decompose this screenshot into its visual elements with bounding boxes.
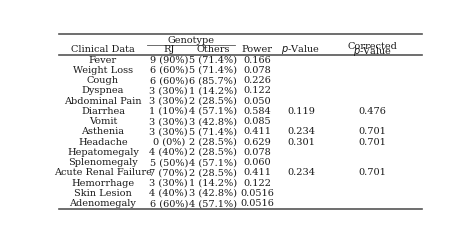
Text: Skin Lesion: Skin Lesion [74, 189, 132, 198]
Text: Genotype: Genotype [167, 36, 214, 45]
Text: 0.411: 0.411 [243, 168, 271, 177]
Text: Splenomegaly: Splenomegaly [68, 158, 138, 167]
Text: Others: Others [196, 45, 229, 54]
Text: 5 (71.4%): 5 (71.4%) [189, 66, 237, 75]
Text: 0.234: 0.234 [287, 127, 315, 136]
Text: 6 (60%): 6 (60%) [149, 199, 188, 208]
Text: Adenomegaly: Adenomegaly [70, 199, 137, 208]
Text: 1 (14.2%): 1 (14.2%) [189, 179, 237, 187]
Text: 0.701: 0.701 [359, 168, 386, 177]
Text: 3 (30%): 3 (30%) [149, 117, 188, 126]
Text: 5 (71.4%): 5 (71.4%) [189, 127, 237, 136]
Text: $p$‑Value: $p$‑Value [353, 45, 392, 58]
Text: 3 (30%): 3 (30%) [149, 179, 188, 187]
Text: Hepatomegaly: Hepatomegaly [67, 148, 139, 157]
Text: 0.085: 0.085 [243, 117, 271, 126]
Text: 7 (70%): 7 (70%) [149, 168, 188, 177]
Text: 0.226: 0.226 [243, 76, 271, 85]
Text: 2 (28.5%): 2 (28.5%) [189, 168, 237, 177]
Text: 0.411: 0.411 [243, 127, 271, 136]
Text: Abdominal Pain: Abdominal Pain [64, 97, 142, 106]
Text: 4 (40%): 4 (40%) [149, 189, 188, 198]
Text: 3 (30%): 3 (30%) [149, 127, 188, 136]
Text: 6 (85.7%): 6 (85.7%) [189, 76, 237, 85]
Text: 0.301: 0.301 [287, 138, 315, 147]
Text: 3 (30%): 3 (30%) [149, 86, 188, 95]
Text: 0.122: 0.122 [243, 86, 271, 95]
Text: 0.0516: 0.0516 [240, 189, 274, 198]
Text: 0.701: 0.701 [359, 138, 386, 147]
Text: 0.078: 0.078 [243, 148, 271, 157]
Text: 0.476: 0.476 [359, 107, 386, 116]
Text: Power: Power [241, 45, 273, 54]
Text: 1 (14.2%): 1 (14.2%) [189, 86, 237, 95]
Text: Vomit: Vomit [89, 117, 117, 126]
Text: 5 (50%): 5 (50%) [149, 158, 188, 167]
Text: Asthenia: Asthenia [82, 127, 125, 136]
Text: 0.060: 0.060 [243, 158, 271, 167]
Text: 9 (90%): 9 (90%) [149, 56, 188, 65]
Text: Weight Loss: Weight Loss [73, 66, 133, 75]
Text: 0.584: 0.584 [243, 107, 271, 116]
Text: 0.166: 0.166 [243, 56, 271, 65]
Text: 4 (57.1%): 4 (57.1%) [189, 199, 237, 208]
Text: Dyspnea: Dyspnea [82, 86, 124, 95]
Text: 2 (28.5%): 2 (28.5%) [189, 138, 237, 147]
Text: Fever: Fever [89, 56, 117, 65]
Text: Diarrhea: Diarrhea [81, 107, 125, 116]
Text: 0.0516: 0.0516 [240, 199, 274, 208]
Text: 0.119: 0.119 [287, 107, 315, 116]
Text: 0 (0%): 0 (0%) [153, 138, 185, 147]
Text: 6 (60%): 6 (60%) [149, 66, 188, 75]
Text: 4 (40%): 4 (40%) [149, 148, 188, 157]
Text: 3 (30%): 3 (30%) [149, 97, 188, 106]
Text: 0.078: 0.078 [243, 66, 271, 75]
Text: 0.050: 0.050 [243, 97, 271, 106]
Text: 0.701: 0.701 [359, 127, 386, 136]
Text: 4 (57.1%): 4 (57.1%) [189, 158, 237, 167]
Text: 6 (60%): 6 (60%) [149, 76, 188, 85]
Text: 1 (10%): 1 (10%) [149, 107, 188, 116]
Text: 3 (42.8%): 3 (42.8%) [189, 189, 237, 198]
Text: 3 (42.8%): 3 (42.8%) [189, 117, 237, 126]
Text: RJ: RJ [163, 45, 174, 54]
Text: 4 (57.1%): 4 (57.1%) [189, 107, 237, 116]
Text: Headache: Headache [78, 138, 128, 147]
Text: 0.234: 0.234 [287, 168, 315, 177]
Text: Acute Renal Failure: Acute Renal Failure [54, 168, 152, 177]
Text: Clinical Data: Clinical Data [71, 45, 135, 54]
Text: Hemorrhage: Hemorrhage [72, 179, 135, 187]
Text: Cough: Cough [87, 76, 119, 85]
Text: 2 (28.5%): 2 (28.5%) [189, 148, 237, 157]
Text: $p$‑Value: $p$‑Value [282, 43, 320, 56]
Text: 0.122: 0.122 [243, 179, 271, 187]
Text: 5 (71.4%): 5 (71.4%) [189, 56, 237, 65]
Text: 2 (28.5%): 2 (28.5%) [189, 97, 237, 106]
Text: Corrected: Corrected [347, 42, 398, 51]
Text: 0.629: 0.629 [243, 138, 271, 147]
